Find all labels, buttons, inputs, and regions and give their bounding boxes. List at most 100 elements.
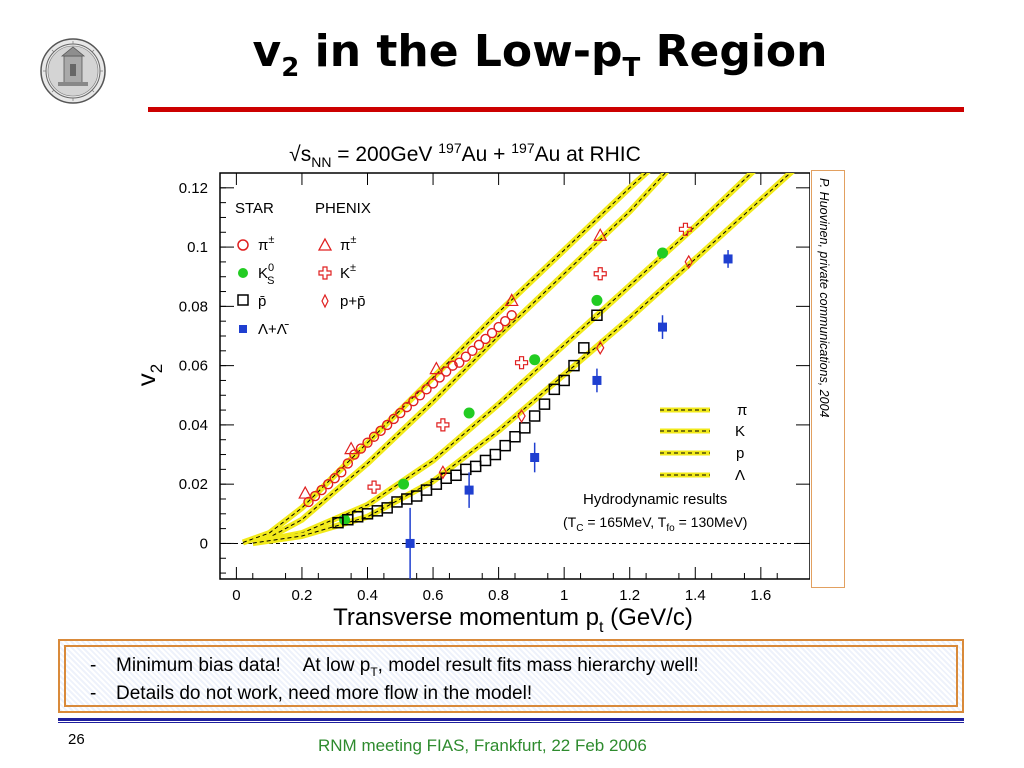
university-seal-logo (40, 38, 106, 104)
hydro-curves (241, 173, 795, 547)
legend-marker-ppbar-phenix (321, 293, 329, 309)
data-point (322, 478, 334, 490)
data-point (388, 413, 399, 425)
chart-title: √sNN = 200GeV 197Au + 197Au at RHIC (289, 140, 641, 170)
footer-text: RNM meeting FIAS, Frankfurt, 22 Feb 2006 (318, 736, 647, 755)
x-label-t: t (599, 619, 604, 635)
summary-1-b: At low p (302, 655, 371, 676)
summary-1-sub: T (370, 664, 378, 679)
data-point (430, 478, 443, 490)
hydro-legend-label-pi: π (737, 402, 747, 419)
data-point (517, 408, 526, 424)
data-point (568, 359, 580, 372)
chart-title-sqrt: √s (289, 143, 311, 166)
summary-box-inner-border (64, 645, 958, 707)
data-point (454, 357, 465, 368)
x-tick-label: 0.6 (423, 587, 444, 604)
page-number: 26 (68, 731, 85, 748)
x-tick-label: 0.2 (292, 587, 313, 604)
y-tick-label: 0.04 (179, 417, 208, 434)
title-tail: Region (640, 26, 828, 77)
data-point (489, 448, 502, 461)
data-point (421, 384, 432, 395)
y-tick-label: 0.1 (187, 239, 208, 256)
chart-title-sup1: 197 (438, 140, 462, 156)
x-tick-label: 1.2 (619, 587, 640, 604)
chart-title-nn: NN (311, 154, 331, 170)
data-point (303, 496, 314, 508)
data-point (464, 485, 474, 495)
legend-label-ppbar-phenix: p+p̄ (340, 293, 365, 310)
data-point (368, 431, 380, 442)
hydro-curve-band (252, 173, 756, 546)
x-tick-label: 0 (232, 587, 240, 604)
data-point (529, 354, 541, 366)
data-point (658, 322, 667, 332)
credit-label: P. Huovinen, private communications, 200… (817, 178, 831, 418)
summary-line-1: - Minimum bias data! At low pT, model resu… (90, 655, 699, 679)
legend-label-k-phenix: K± (340, 262, 356, 282)
data-point (342, 458, 354, 469)
data-point (381, 502, 393, 514)
slide-title: v2 in the Low-pT Region (150, 26, 930, 83)
data-point (469, 460, 482, 473)
data-point (578, 342, 590, 354)
data-point (336, 467, 347, 478)
hydro-curve-line (252, 173, 792, 544)
data-point (414, 390, 426, 401)
data-point (678, 222, 693, 236)
legend-marker-k0s (238, 268, 248, 278)
bullet-dash-2: - (90, 683, 97, 704)
chart-title-au2: Au at RHIC (535, 143, 641, 166)
data-point (479, 454, 492, 467)
data-point (519, 422, 531, 434)
x-label-main: Transverse momentum p (333, 604, 599, 631)
data-point (684, 254, 693, 270)
data-point (436, 418, 450, 432)
data-point (657, 247, 668, 259)
axis-ticks: 0 0.2 0.4 0.6 0.8 1 1.2 1.4 1.6 0 0.02 0.04 0.06 0.08… (179, 173, 810, 604)
data-point (593, 267, 607, 281)
credit-text: P. Huovinen, private communications, 200… (817, 178, 837, 578)
data-point (316, 484, 327, 496)
data-point (486, 327, 498, 339)
summary-2-a: Details do not work, need more flow in t… (116, 683, 533, 704)
hydro-curve-group (241, 173, 795, 547)
hydro-curve-line (242, 173, 647, 543)
y-label-2: 2 (147, 364, 166, 373)
data-point (434, 372, 445, 383)
data-point (591, 294, 603, 306)
summary-box: - Minimum bias data! At low pT, model resu… (58, 639, 964, 713)
bullet-dash-1: - (90, 655, 97, 676)
title-sub-2: 2 (281, 52, 300, 83)
data-point (480, 333, 491, 345)
hydro-legend-label-k: K (735, 423, 745, 440)
data-point (408, 395, 419, 407)
data-point (349, 449, 360, 460)
x-tick-label: 1.4 (685, 587, 706, 604)
summary-1-a: Minimum bias data! (116, 655, 281, 676)
hydro-curve-line (252, 173, 666, 543)
legend-marker-pi-star (237, 239, 249, 251)
data-point (381, 419, 393, 431)
hydro-legend-subtitle: (TC = 165MeV, Tfo = 130MeV) (563, 514, 747, 534)
y-tick-label: 0.02 (179, 476, 208, 493)
legend-label-k0s: K0 S (258, 262, 274, 287)
data-point (504, 293, 519, 307)
data-point (329, 473, 340, 484)
data-point (398, 478, 410, 490)
data-point (723, 254, 733, 264)
data-point (591, 309, 603, 321)
title-underline (148, 107, 964, 112)
data-points (298, 222, 733, 579)
legend-label-lambda: Λ+Λ̄ (258, 321, 289, 338)
legend-label-pi-star: π± (258, 234, 274, 254)
x-tick-label: 0.8 (488, 587, 509, 604)
footer-rule (58, 718, 964, 721)
data-point (355, 443, 367, 454)
y-tick-label: 0 (200, 535, 208, 552)
chart-title-au1: Au + (462, 143, 512, 166)
data-point (538, 398, 551, 410)
y-label-v: v (131, 373, 161, 386)
legend-label-pi-phenix: π± (340, 234, 356, 254)
